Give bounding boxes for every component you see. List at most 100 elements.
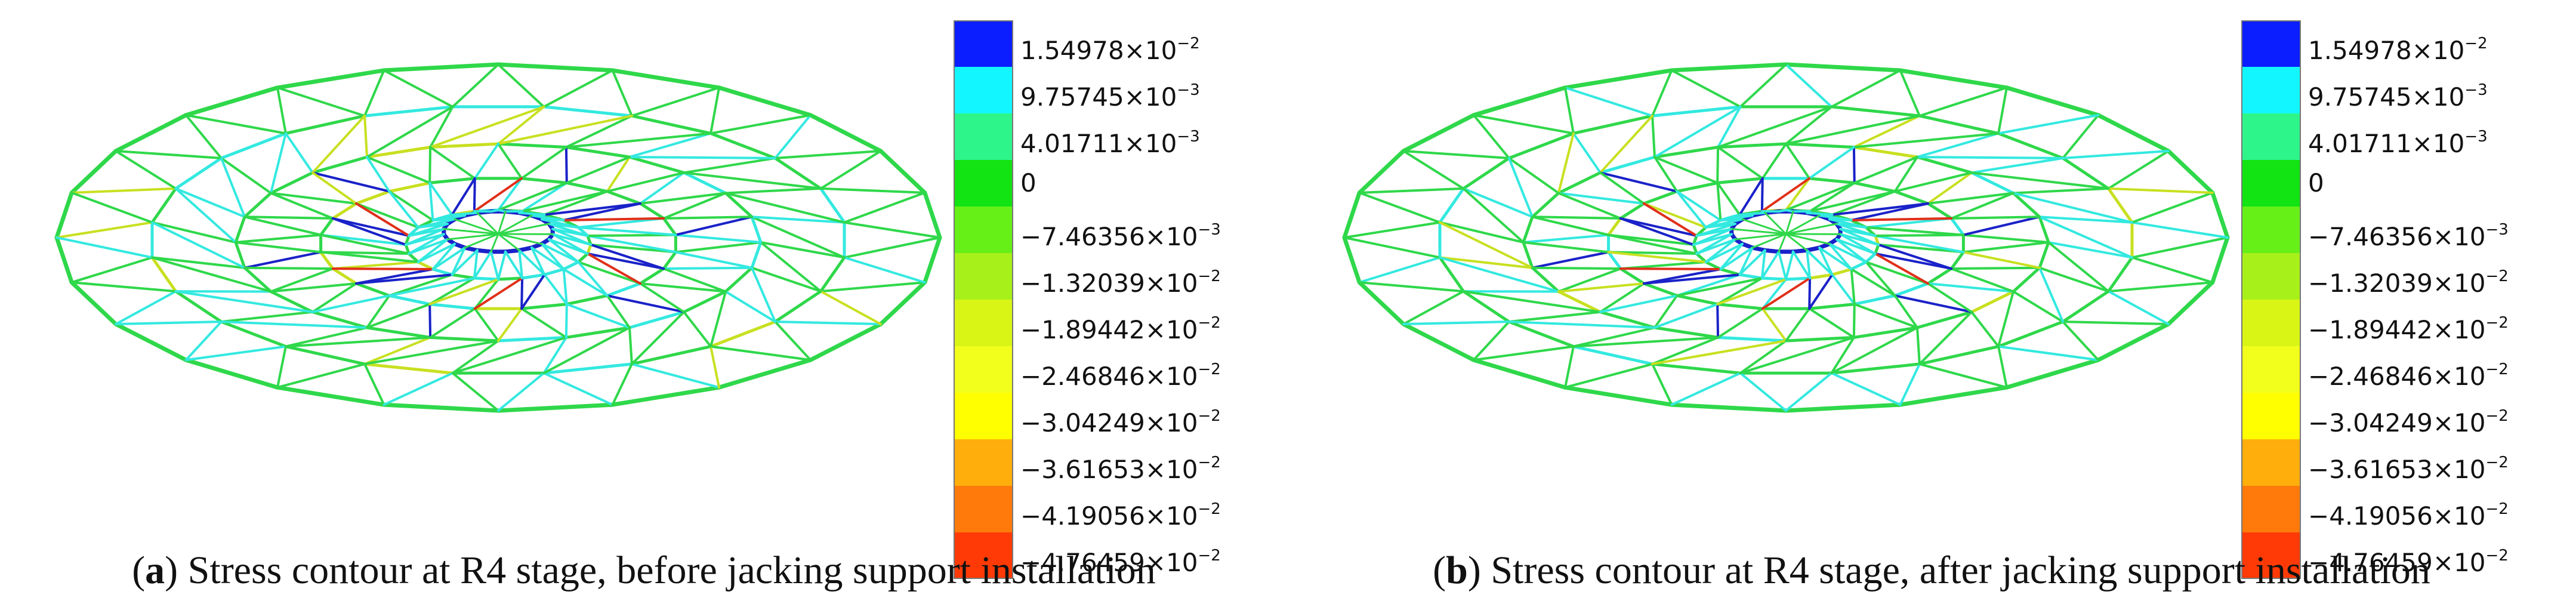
truss-member [115, 321, 223, 325]
truss-member [429, 307, 476, 339]
truss-member [1739, 336, 1855, 375]
truss-member [1402, 321, 1510, 325]
legend-swatch [954, 486, 1013, 532]
truss-member [1830, 372, 1902, 406]
truss-member [674, 215, 753, 236]
truss-member [1643, 202, 1707, 229]
legend-row: −1.89442×10−2 [2241, 300, 2552, 346]
truss-member [683, 310, 712, 348]
legend-row: −4.76459×10−2 [954, 532, 1264, 579]
truss-member [319, 233, 411, 255]
truss-member [184, 113, 223, 159]
truss-member [2131, 236, 2229, 259]
truss-member [243, 251, 322, 269]
truss-member [2012, 290, 2065, 323]
truss-member [1950, 192, 2015, 220]
truss-member [1675, 181, 1719, 193]
truss-member [2038, 215, 2050, 244]
truss-member [1785, 181, 1856, 211]
truss-member [2131, 191, 2214, 224]
truss-member [923, 235, 942, 285]
truss-member [1970, 310, 2000, 348]
truss-member [683, 171, 822, 190]
truss-member [1738, 249, 1766, 276]
truss-member [431, 267, 454, 276]
truss-member [1865, 217, 1953, 229]
truss-member [1522, 241, 1534, 270]
truss-member [1557, 267, 1622, 293]
truss-member [1564, 362, 1654, 389]
truss-member [774, 321, 882, 325]
legend-row: −7.46356×10−3 [2241, 207, 2552, 253]
truss-member [518, 211, 546, 216]
truss-member [1970, 171, 2110, 190]
truss-member [1962, 233, 2050, 244]
truss-member [355, 268, 434, 285]
truss-member [70, 187, 177, 194]
truss-member [1784, 402, 1902, 413]
truss-member [220, 310, 314, 323]
truss-member [417, 242, 456, 263]
legend-value: −7.46356×10−3 [2308, 221, 2509, 251]
truss-member [586, 252, 665, 270]
truss-member [69, 149, 118, 195]
truss-member [428, 278, 499, 306]
truss-member [639, 282, 727, 293]
truss-member [562, 217, 665, 221]
truss-member [1785, 223, 1838, 235]
truss-member [774, 321, 812, 362]
truss-member [1716, 177, 1764, 184]
truss-member [1572, 114, 1654, 135]
truss-member [276, 345, 287, 389]
truss-member [1997, 290, 2015, 348]
truss-member [1572, 336, 1720, 348]
truss-member [1563, 68, 1674, 90]
truss-member [1599, 171, 1679, 193]
legend-row: 1.54978×10−2 [2241, 20, 2552, 67]
truss-member [2096, 322, 2171, 362]
truss-member [497, 181, 568, 211]
truss-member [2012, 266, 2041, 293]
legend-value: −1.89442×10−2 [2308, 314, 2509, 344]
truss-member [1572, 326, 1656, 348]
truss-member [1607, 233, 1698, 255]
truss-member [331, 202, 358, 220]
truss-member [1874, 243, 1880, 255]
truss-member [1719, 247, 1754, 270]
truss-member [1522, 233, 1610, 244]
truss-member [1918, 362, 2008, 389]
truss-member [490, 209, 499, 213]
truss-member [1760, 276, 1788, 281]
truss-member [1358, 187, 1465, 194]
legend-row: −2.46846×10−2 [954, 346, 1264, 393]
legend-swatch [2241, 160, 2301, 207]
truss-member [577, 226, 677, 236]
truss-member [1507, 157, 1560, 195]
truss-member [548, 238, 580, 263]
truss-member [443, 228, 499, 235]
legend-value: 4.01711×10−3 [1020, 128, 1200, 158]
truss-member [311, 155, 369, 174]
truss-member [541, 218, 580, 229]
truss-member [451, 340, 499, 375]
truss-member [819, 187, 846, 224]
truss-member [1676, 277, 1763, 297]
truss-member [1599, 171, 1645, 205]
truss-member [243, 215, 322, 236]
truss-member [275, 385, 386, 407]
truss-member [2166, 149, 2215, 195]
truss-member [1807, 303, 1856, 310]
truss-member [1785, 210, 1794, 235]
truss-member [1716, 181, 1741, 216]
truss-member [496, 62, 615, 73]
truss-member [606, 171, 686, 193]
legend-swatch [2241, 300, 2301, 346]
truss-member [530, 214, 565, 221]
legend-swatch [954, 346, 1013, 393]
truss-member [220, 321, 368, 329]
truss-member [1522, 215, 1534, 244]
truss-member [1462, 290, 1602, 313]
truss-member [497, 105, 545, 145]
truss-member [1692, 243, 1698, 255]
truss-member [590, 244, 665, 270]
